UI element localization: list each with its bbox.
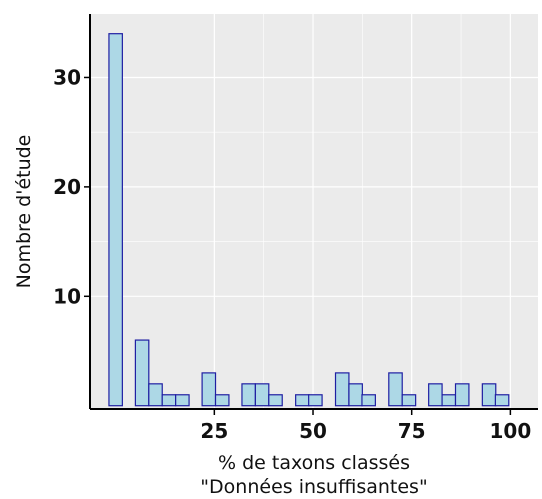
y-tick-label: 30 xyxy=(53,65,81,89)
x-ticks: 25 50 75 100 xyxy=(200,409,531,443)
histogram-bar xyxy=(348,383,363,407)
histogram-bar xyxy=(268,394,283,407)
histogram-bar xyxy=(481,383,497,407)
histogram-bar xyxy=(494,394,510,407)
plot-panel xyxy=(90,14,538,409)
histogram-bar xyxy=(441,394,457,407)
y-ticks: 10 20 30 xyxy=(53,65,90,308)
histogram-bar xyxy=(254,383,270,407)
gridlines xyxy=(90,14,538,409)
y-tick-label: 10 xyxy=(53,284,81,308)
histogram-bar xyxy=(201,372,217,407)
histogram-bar xyxy=(308,394,323,407)
x-tick-label: 100 xyxy=(489,419,531,443)
histogram-bar xyxy=(361,394,376,407)
histogram-bar xyxy=(108,33,123,407)
axes xyxy=(89,14,538,410)
histogram-bar xyxy=(148,383,163,407)
bars xyxy=(108,33,510,407)
x-axis-title-line-2: "Données insuffisantes" xyxy=(200,476,427,498)
histogram-bar xyxy=(161,394,177,407)
histogram-bar xyxy=(388,372,403,407)
histogram-bar xyxy=(428,383,443,407)
histogram-bar xyxy=(241,383,256,407)
y-tick-label: 20 xyxy=(53,175,81,199)
y-axis-title: Nombre d'étude xyxy=(13,135,35,289)
histogram-bar xyxy=(334,372,350,407)
x-tick-label: 25 xyxy=(200,419,228,443)
histogram-bar xyxy=(134,339,150,407)
histogram-bar xyxy=(401,394,417,407)
histogram-bar xyxy=(295,394,310,407)
histogram-bar xyxy=(214,394,230,407)
histogram-bar xyxy=(454,383,470,407)
x-tick-label: 75 xyxy=(398,419,426,443)
x-tick-label: 50 xyxy=(299,419,327,443)
x-axis-title-line-1: % de taxons classés xyxy=(218,452,410,474)
histogram-bar xyxy=(175,394,190,407)
